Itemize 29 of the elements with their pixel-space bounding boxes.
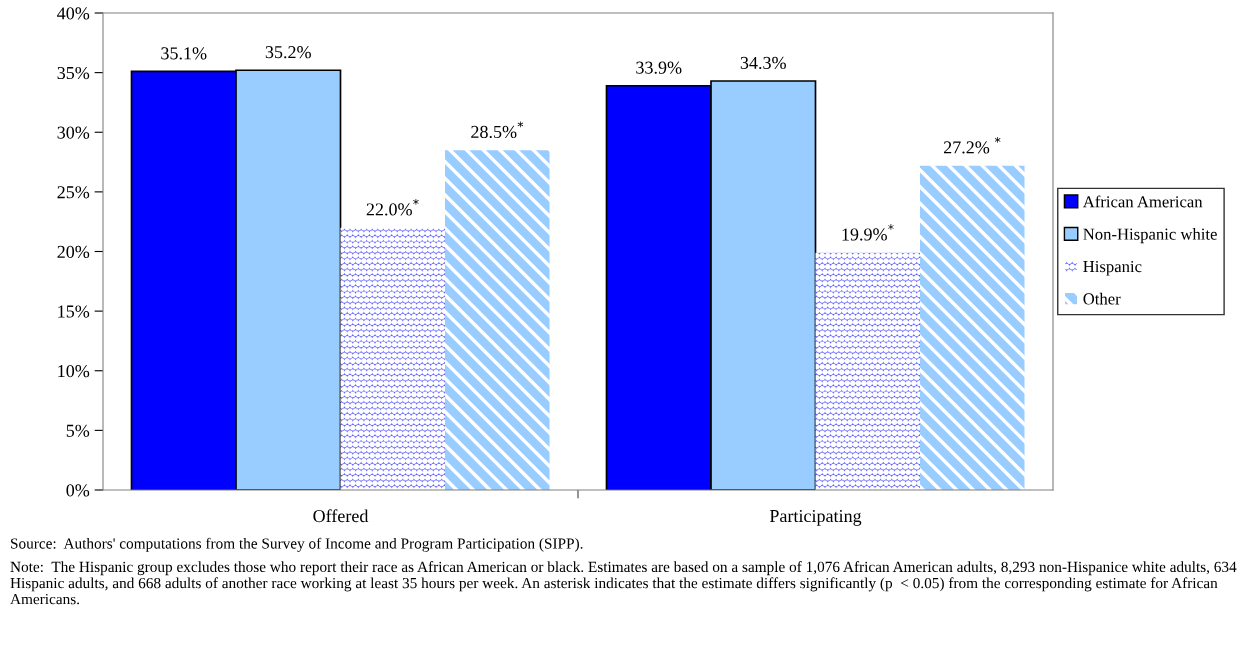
source-note: Source: Authors' computations from the Survey of Income and Program Participation (SIPP). bbox=[11, 537, 583, 552]
y-tick-label: 5% bbox=[66, 424, 90, 437]
x-tick-label: Offered bbox=[313, 509, 369, 523]
y-tick-label: 40% bbox=[57, 7, 90, 20]
data-label: 28.5%$^{*}$ bbox=[471, 121, 524, 139]
legend-label: Hispanic bbox=[1083, 260, 1142, 276]
data-label: 34.3% bbox=[740, 56, 786, 70]
x-tick-label: Participating bbox=[769, 509, 862, 526]
data-label: 35.2% bbox=[265, 46, 311, 59]
text: Note: The Hispanic group excludes those who report their race as African American or black. Estimates are based on a sample of 1,076 African American adults, 8,293 non-Hispanice white adults, 634 Hispanic adults, and 668 adults of another race working at least 35 hours per week. An asterisk indicates that the estimate differs significantly (p < 0.05) from the corresponding estimate for African Americans. bbox=[10, 561, 1237, 605]
y-tick-label: 15% bbox=[58, 305, 90, 318]
bar bbox=[445, 150, 550, 490]
bar bbox=[340, 227, 445, 490]
data-label: 19.9%$^{*}$ bbox=[842, 224, 894, 241]
data-label: 35.1% bbox=[161, 47, 207, 60]
data-label: 33.9% bbox=[636, 61, 682, 74]
y-tick-label: 0% bbox=[66, 484, 90, 497]
legend-label: Non-Hispanic white bbox=[1083, 228, 1217, 244]
data-label: 27.2% $^{*}$ bbox=[943, 137, 1001, 154]
y-tick-label: 20% bbox=[57, 245, 90, 258]
bar bbox=[815, 252, 920, 490]
bar bbox=[920, 165, 1025, 490]
y-tick-label: 30% bbox=[57, 126, 90, 139]
legend-label: Other bbox=[1083, 292, 1121, 305]
y-tick-label: 35% bbox=[57, 66, 90, 80]
y-tick-label: 25% bbox=[57, 186, 90, 199]
data-label: 22.0%$^{*}$ bbox=[366, 199, 419, 216]
legend-label: African American bbox=[1082, 195, 1203, 208]
y-tick-label: 10% bbox=[58, 365, 90, 378]
